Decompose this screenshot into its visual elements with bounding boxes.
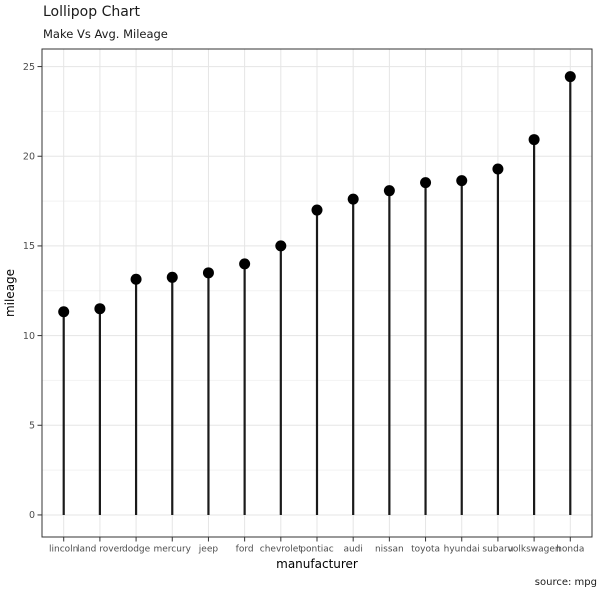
x-tick-label: lincoln [49, 545, 78, 555]
x-tick-label: chevrolet [260, 545, 303, 555]
source-caption: source: mpg [534, 577, 597, 588]
data-point [275, 240, 287, 252]
y-tick-label: 15 [23, 241, 35, 252]
x-tick-label: subaru [482, 545, 513, 555]
x-tick-label: jeep [198, 545, 219, 555]
x-tick-label: honda [556, 545, 584, 555]
x-axis-title: manufacturer [276, 557, 358, 571]
chart-title: Lollipop Chart [43, 4, 141, 20]
y-tick-label: 20 [23, 152, 35, 163]
y-axis-title: mileage [3, 268, 17, 318]
x-tick-label: land rover [77, 545, 123, 555]
x-tick-label: audi [343, 545, 362, 555]
x-tick-label: pontiac [300, 545, 333, 555]
y-tick-label: 5 [29, 421, 35, 432]
data-point [420, 177, 432, 189]
y-tick-label: 0 [29, 510, 35, 521]
x-tick-label: toyota [411, 545, 440, 555]
data-point [383, 185, 395, 197]
data-point [239, 258, 251, 270]
x-tick-label: nissan [375, 545, 404, 555]
data-point [202, 267, 214, 279]
data-point [58, 306, 70, 318]
y-tick-label: 25 [23, 62, 35, 73]
data-point [311, 204, 323, 216]
data-point [94, 303, 106, 315]
data-point [564, 71, 576, 83]
data-point [130, 273, 142, 285]
x-tick-label: volkswagen [508, 545, 561, 555]
data-point [456, 175, 468, 187]
chart-subtitle: Make Vs Avg. Mileage [43, 27, 168, 41]
x-tick-label: dodge [122, 545, 151, 555]
data-point [347, 193, 359, 205]
data-point [166, 271, 178, 283]
x-tick-label: mercury [154, 545, 192, 555]
x-tick-label: hyundai [444, 545, 480, 555]
x-tick-label: ford [236, 545, 254, 555]
data-point [528, 134, 540, 146]
data-point [492, 163, 504, 175]
y-tick-label: 10 [23, 331, 35, 342]
